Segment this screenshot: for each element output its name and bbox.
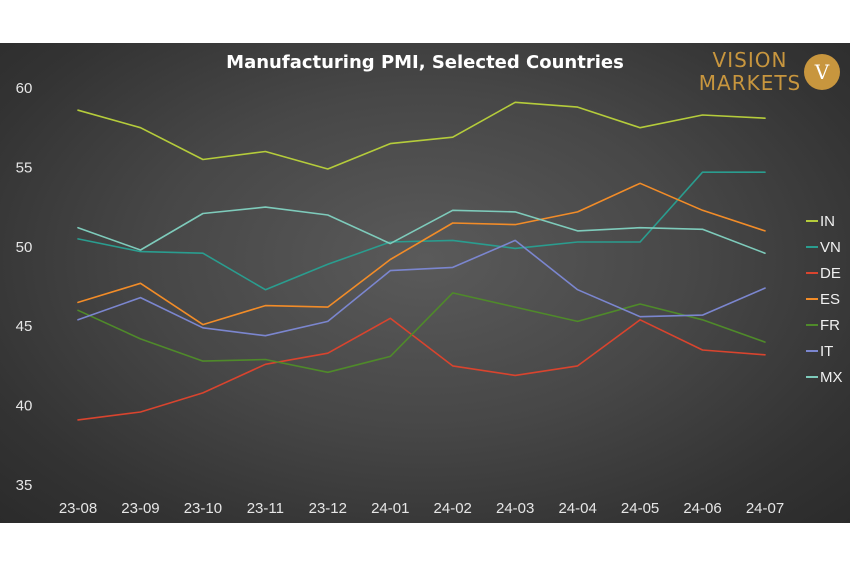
logo-badge-letter: V [814,60,830,84]
x-tick-label: 23-09 [121,500,159,517]
logo-text-vision: VISION [713,48,788,72]
legend-item-it: IT [806,343,833,360]
legend: IN VN DE ES FR IT MX [806,213,843,386]
legend-item-mx: MX [806,369,843,386]
y-tick-label: 35 [16,477,33,494]
y-axis: 35 40 45 50 55 60 [16,80,33,494]
x-tick-label: 24-01 [371,500,409,517]
legend-label: ES [820,291,840,308]
x-tick-label: 24-06 [683,500,721,517]
series-line-in [77,101,766,170]
chart-panel: Manufacturing PMI, Selected Countries VI… [0,43,850,523]
legend-item-in: IN [806,213,835,230]
series-line-it [77,239,766,337]
series-lines [77,101,766,421]
chart-title: Manufacturing PMI, Selected Countries [226,52,624,73]
legend-item-es: ES [806,291,840,308]
legend-label: FR [820,317,840,334]
y-tick-label: 40 [16,398,33,415]
x-tick-label: 24-02 [434,500,472,517]
legend-item-de: DE [806,265,841,282]
x-tick-label: 24-04 [558,500,596,517]
y-tick-label: 45 [16,318,33,335]
legend-label: VN [820,239,841,256]
legend-label: MX [820,369,843,386]
x-tick-label: 24-03 [496,500,534,517]
x-tick-label: 23-11 [247,500,284,517]
y-tick-label: 55 [16,159,33,176]
x-axis: 23-08 23-09 23-10 23-11 23-12 24-01 24-02 24-03… [59,500,784,517]
legend-label: DE [820,265,841,282]
series-line-es [77,182,766,326]
line-chart: Manufacturing PMI, Selected Countries VI… [16,48,843,517]
logo-text-markets: MARKETS [699,71,802,95]
x-tick-label: 23-08 [59,500,97,517]
logo-badge [804,54,840,90]
legend-item-vn: VN [806,239,841,256]
y-tick-label: 50 [16,239,33,256]
x-tick-label: 23-12 [309,500,347,517]
x-tick-label: 24-05 [621,500,659,517]
x-tick-label: 24-07 [746,500,784,517]
series-line-de [77,317,766,421]
series-line-fr [77,292,766,374]
y-tick-label: 60 [16,80,33,97]
legend-label: IT [820,343,833,360]
x-tick-label: 23-10 [184,500,222,517]
legend-item-fr: FR [806,317,840,334]
series-line-mx [77,206,766,254]
vision-markets-logo: VISION MARKETS V [699,48,840,95]
series-line-vn [77,171,766,291]
legend-label: IN [820,213,835,230]
